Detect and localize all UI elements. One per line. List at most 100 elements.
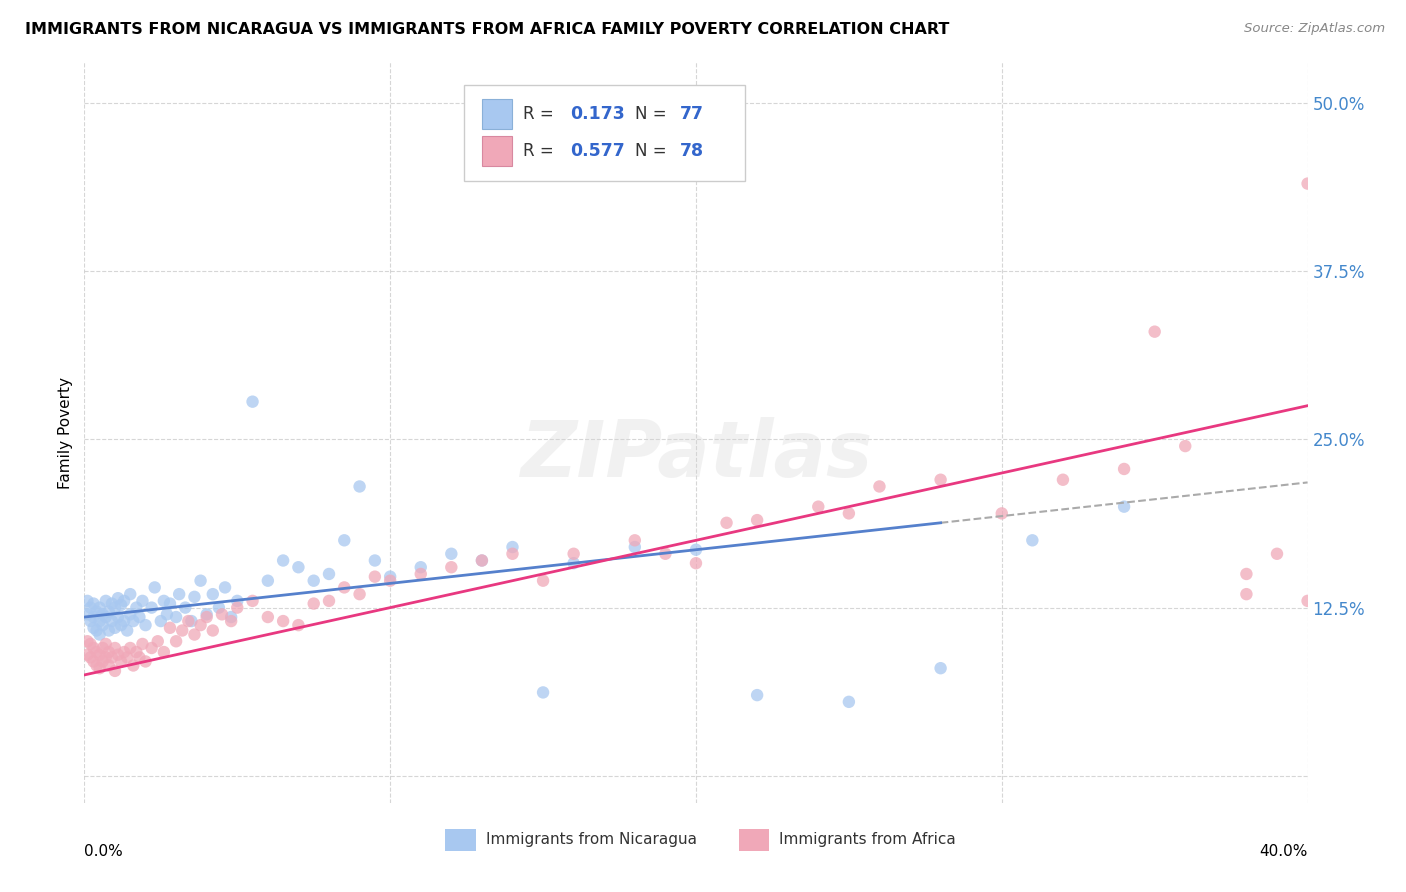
Point: [747, 688, 769, 702]
Point: [141, 640, 163, 655]
Point: [97, 624, 120, 638]
Point: [104, 621, 127, 635]
Point: [131, 637, 153, 651]
Point: [122, 614, 145, 628]
Point: [1174, 439, 1197, 453]
Point: [1052, 473, 1074, 487]
Point: [685, 556, 707, 570]
Point: [869, 479, 891, 493]
Point: [91, 655, 114, 669]
Point: [929, 661, 952, 675]
Point: [128, 610, 150, 624]
Point: [149, 614, 172, 628]
Point: [83, 597, 105, 611]
Point: [502, 540, 524, 554]
Point: [333, 581, 356, 595]
Point: [440, 547, 463, 561]
Point: [104, 600, 127, 615]
Point: [86, 658, 108, 673]
Point: [364, 569, 387, 583]
Point: [104, 664, 127, 678]
Point: [97, 605, 120, 619]
Point: [333, 533, 356, 548]
Point: [110, 655, 132, 669]
Point: [115, 650, 138, 665]
Point: [89, 614, 111, 628]
Point: [807, 500, 830, 514]
Point: [112, 594, 135, 608]
Point: [838, 507, 860, 521]
Point: [115, 624, 138, 638]
Bar: [738, 829, 769, 851]
Point: [409, 560, 432, 574]
Point: [135, 618, 157, 632]
Point: [318, 594, 340, 608]
Point: [107, 648, 129, 662]
Text: R =: R =: [523, 105, 560, 123]
Point: [83, 640, 105, 655]
Point: [1236, 587, 1258, 601]
Point: [364, 553, 387, 567]
Point: [97, 658, 120, 673]
Point: [380, 574, 402, 588]
Point: [89, 648, 111, 662]
Point: [531, 574, 554, 588]
Point: [91, 640, 114, 655]
Point: [1114, 462, 1136, 476]
Point: [440, 560, 463, 574]
Point: [76, 648, 98, 662]
Point: [83, 621, 105, 635]
Point: [208, 600, 231, 615]
Point: [471, 553, 494, 567]
Point: [101, 614, 124, 628]
Point: [531, 685, 554, 699]
Point: [165, 634, 187, 648]
Text: 0.577: 0.577: [569, 143, 624, 161]
Point: [76, 634, 98, 648]
Point: [89, 600, 111, 615]
Text: 40.0%: 40.0%: [1260, 844, 1308, 858]
Point: [302, 597, 325, 611]
Point: [242, 394, 264, 409]
Point: [141, 600, 163, 615]
Text: Immigrants from Africa: Immigrants from Africa: [779, 832, 956, 847]
Point: [177, 614, 200, 628]
Point: [226, 600, 249, 615]
Point: [219, 610, 242, 624]
Point: [79, 650, 101, 665]
Point: [83, 610, 105, 624]
Text: R =: R =: [523, 143, 560, 161]
Point: [120, 640, 142, 655]
Point: [94, 650, 117, 665]
Point: [1143, 325, 1166, 339]
Point: [219, 614, 242, 628]
Point: [201, 587, 224, 601]
Point: [131, 594, 153, 608]
Point: [101, 650, 124, 665]
Point: [257, 610, 280, 624]
Point: [79, 614, 101, 628]
Point: [120, 587, 142, 601]
Point: [349, 587, 371, 601]
Point: [76, 594, 98, 608]
Point: [471, 553, 494, 567]
Point: [112, 645, 135, 659]
Point: [1296, 594, 1319, 608]
Point: [146, 634, 169, 648]
Point: [1265, 547, 1288, 561]
Point: [79, 637, 101, 651]
Point: [107, 591, 129, 606]
Point: [180, 614, 202, 628]
Point: [165, 610, 187, 624]
Point: [86, 624, 108, 638]
Point: [110, 618, 132, 632]
Point: [122, 658, 145, 673]
Point: [159, 597, 181, 611]
Point: [120, 607, 142, 622]
Point: [409, 566, 432, 581]
Point: [172, 624, 194, 638]
Point: [125, 600, 148, 615]
Text: 0.0%: 0.0%: [84, 844, 124, 858]
Point: [101, 597, 124, 611]
Point: [226, 594, 249, 608]
